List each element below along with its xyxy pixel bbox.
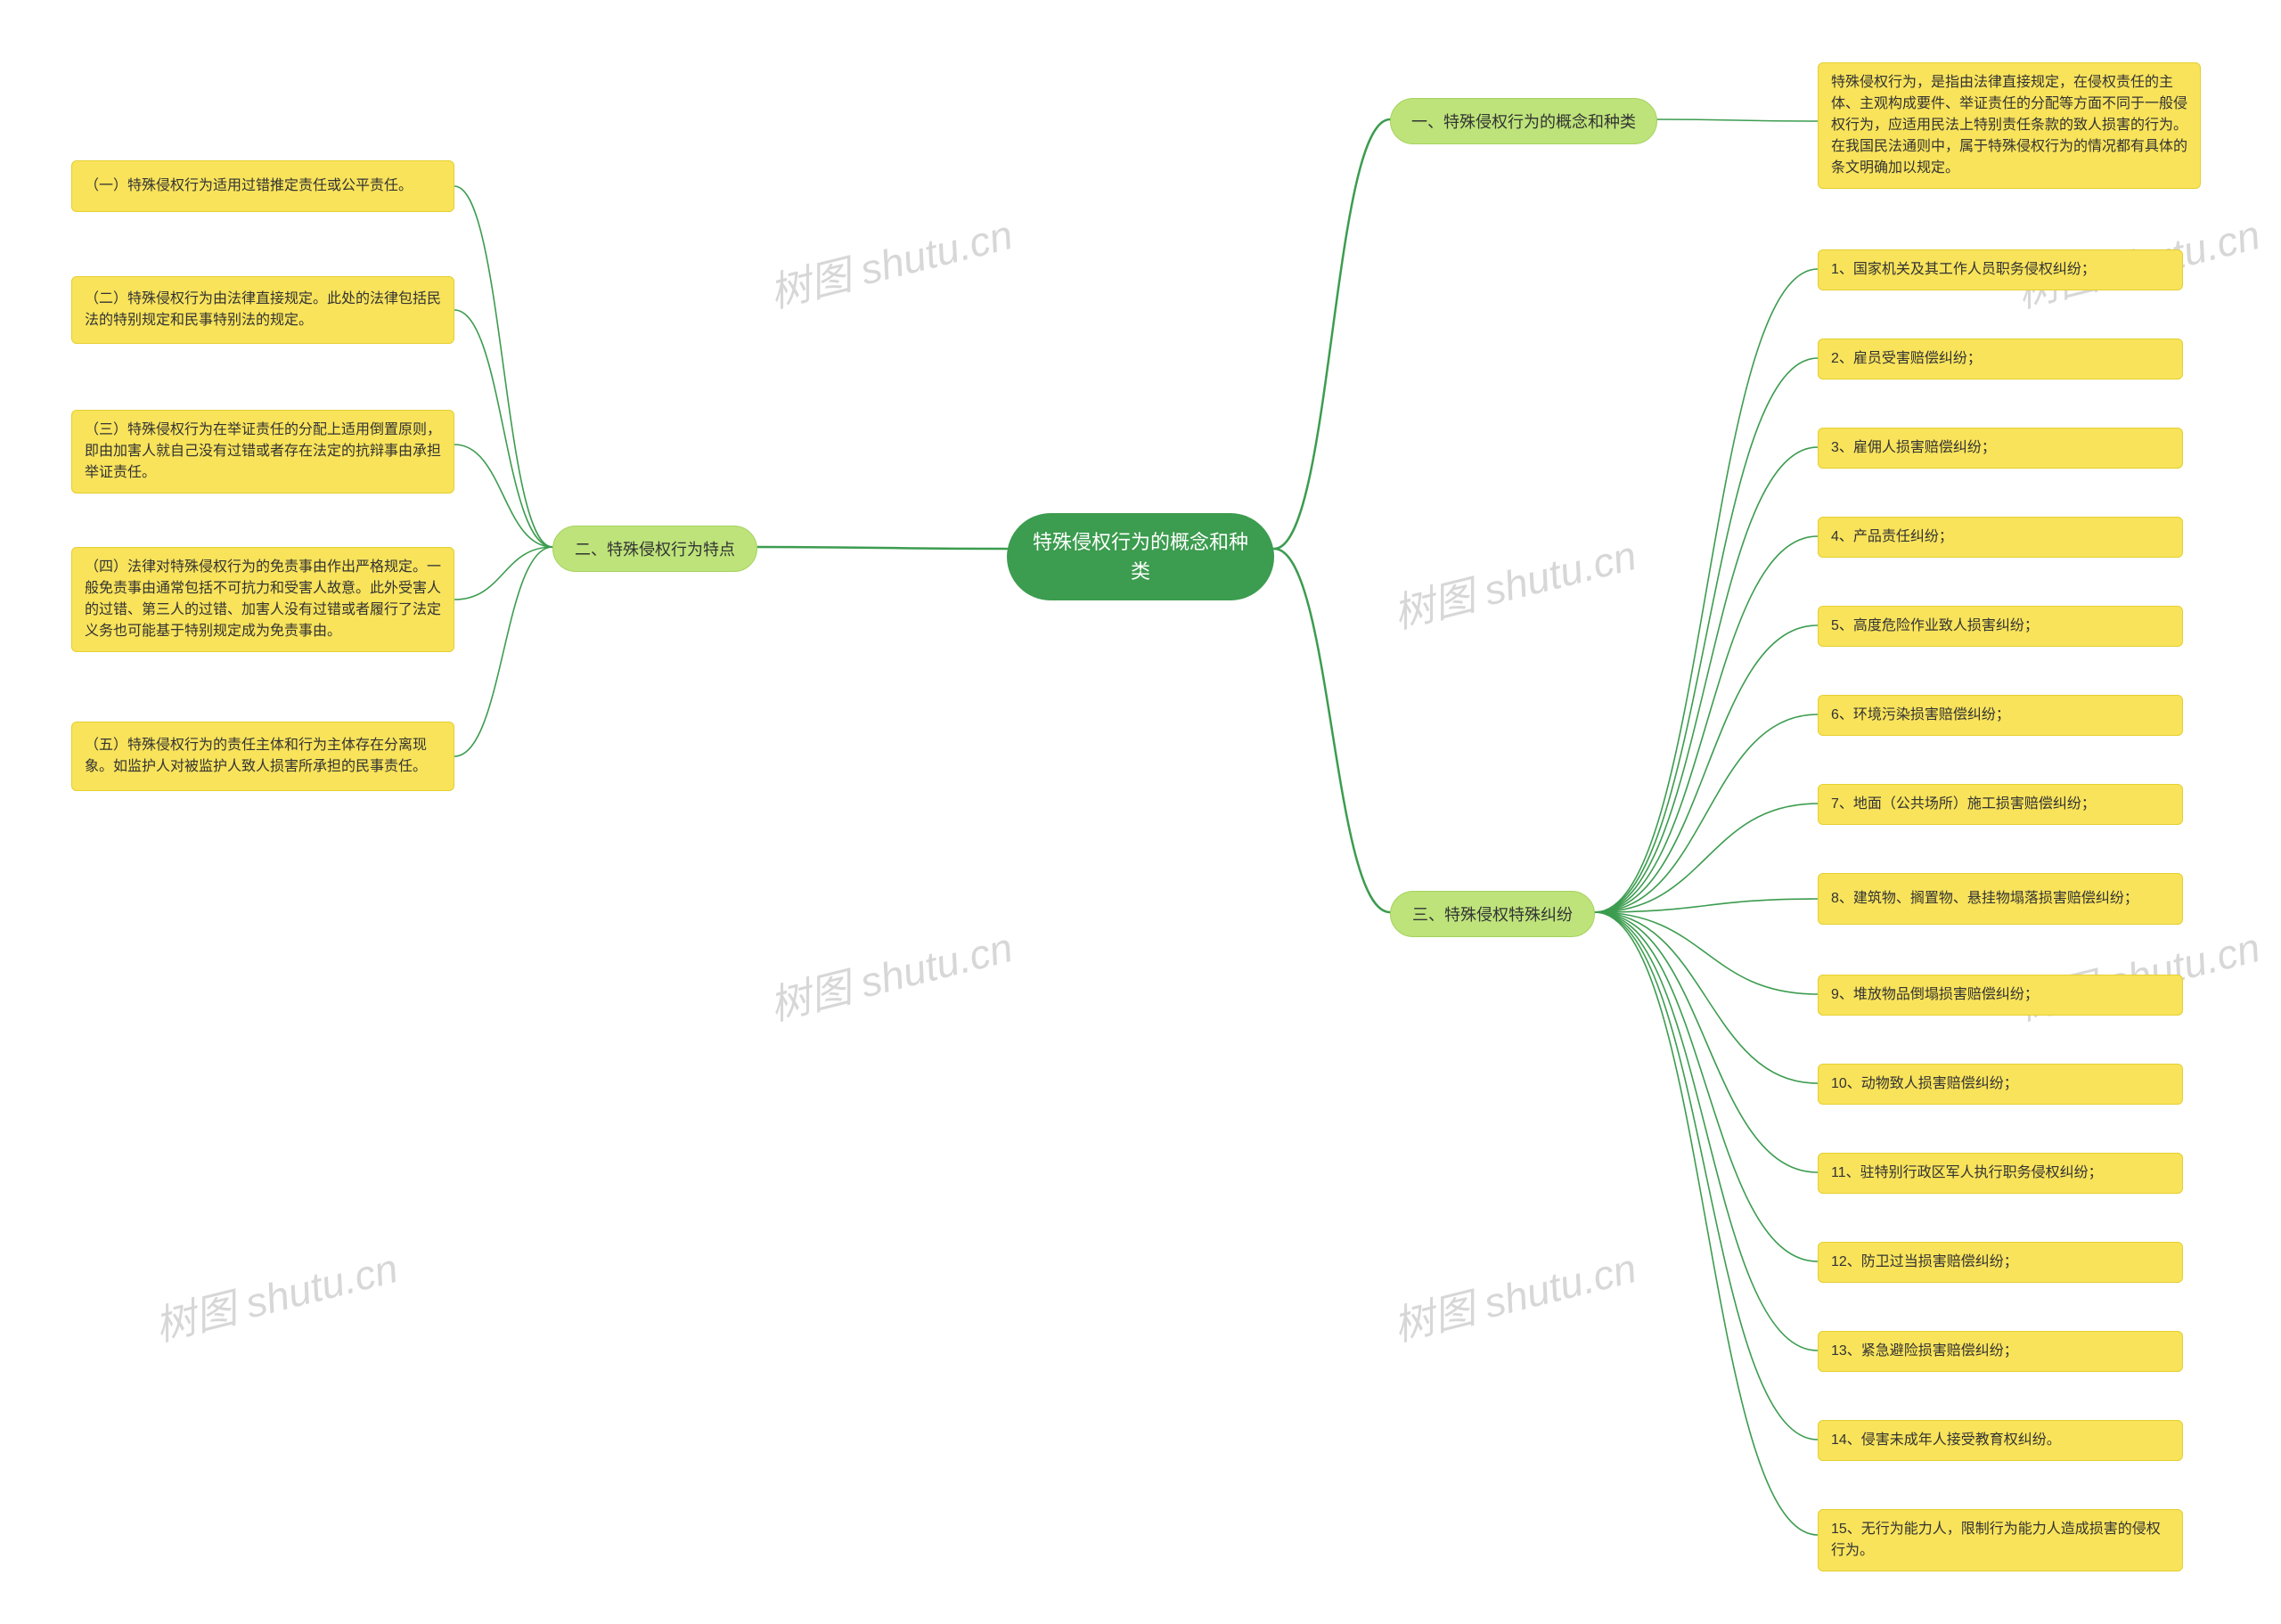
leaf-b3-7: 7、地面（公共场所）施工损害赔偿纠纷； bbox=[1818, 784, 2183, 825]
leaf-b3-10-label: 10、动物致人损害赔偿纠纷； bbox=[1831, 1073, 2018, 1095]
leaf-b3-9: 9、堆放物品倒塌损害赔偿纠纷； bbox=[1818, 975, 2183, 1016]
leaf-b3-7-label: 7、地面（公共场所）施工损害赔偿纠纷； bbox=[1831, 794, 2096, 815]
branch-node-2-label: 二、特殊侵权行为特点 bbox=[575, 537, 735, 560]
leaf-b3-5-label: 5、高度危险作业致人损害纠纷； bbox=[1831, 616, 2039, 637]
leaf-b2-2-label: （二）特殊侵权行为由法律直接规定。此处的法律包括民法的特别规定和民事特别法的规定… bbox=[85, 289, 441, 331]
leaf-b2-3-label: （三）特殊侵权行为在举证责任的分配上适用倒置原则，即由加害人就自己没有过错或者存… bbox=[85, 420, 441, 484]
leaf-b2-4: （四）法律对特殊侵权行为的免责事由作出严格规定。一般免责事由通常包括不可抗力和受… bbox=[71, 547, 454, 652]
leaf-b3-11-label: 11、驻特别行政区军人执行职务侵权纠纷； bbox=[1831, 1163, 2103, 1184]
leaf-b3-5: 5、高度危险作业致人损害纠纷； bbox=[1818, 606, 2183, 647]
leaf-b3-1-label: 1、国家机关及其工作人员职务侵权纠纷； bbox=[1831, 259, 2096, 281]
leaf-b1-1-label: 特殊侵权行为，是指由法律直接规定，在侵权责任的主体、主观构成要件、举证责任的分配… bbox=[1831, 72, 2187, 179]
leaf-b3-12-label: 12、防卫过当损害赔偿纠纷； bbox=[1831, 1252, 2018, 1273]
root-node-label: 特殊侵权行为的概念和种类 bbox=[1032, 527, 1249, 586]
branch-node-2: 二、特殊侵权行为特点 bbox=[552, 526, 757, 572]
watermark: 树图 shutu.cn bbox=[1386, 523, 1641, 640]
branch-node-3: 三、特殊侵权特殊纠纷 bbox=[1390, 891, 1595, 937]
leaf-b1-1: 特殊侵权行为，是指由法律直接规定，在侵权责任的主体、主观构成要件、举证责任的分配… bbox=[1818, 62, 2201, 189]
leaf-b3-6-label: 6、环境污染损害赔偿纠纷； bbox=[1831, 705, 2010, 726]
watermark: 树图 shutu.cn bbox=[763, 202, 1018, 319]
leaf-b3-15: 15、无行为能力人，限制行为能力人造成损害的侵权行为。 bbox=[1818, 1509, 2183, 1571]
leaf-b3-4: 4、产品责任纠纷； bbox=[1818, 517, 2183, 558]
leaf-b3-1: 1、国家机关及其工作人员职务侵权纠纷； bbox=[1818, 249, 2183, 290]
leaf-b3-4-label: 4、产品责任纠纷； bbox=[1831, 526, 1953, 548]
leaf-b3-13-label: 13、紧急避险损害赔偿纠纷； bbox=[1831, 1341, 2018, 1362]
leaf-b3-8-label: 8、建筑物、搁置物、悬挂物塌落损害赔偿纠纷； bbox=[1831, 888, 2138, 910]
root-node: 特殊侵权行为的概念和种类 bbox=[1007, 513, 1274, 600]
leaf-b3-10: 10、动物致人损害赔偿纠纷； bbox=[1818, 1064, 2183, 1105]
leaf-b3-2: 2、雇员受害赔偿纠纷； bbox=[1818, 339, 2183, 379]
watermark: 树图 shutu.cn bbox=[1386, 1236, 1641, 1352]
leaf-b2-3: （三）特殊侵权行为在举证责任的分配上适用倒置原则，即由加害人就自己没有过错或者存… bbox=[71, 410, 454, 494]
leaf-b2-1-label: （一）特殊侵权行为适用过错推定责任或公平责任。 bbox=[85, 175, 413, 197]
leaf-b3-12: 12、防卫过当损害赔偿纠纷； bbox=[1818, 1242, 2183, 1283]
leaf-b2-5: （五）特殊侵权行为的责任主体和行为主体存在分离现象。如监护人对被监护人致人损害所… bbox=[71, 722, 454, 791]
leaf-b3-6: 6、环境污染损害赔偿纠纷； bbox=[1818, 695, 2183, 736]
branch-node-1: 一、特殊侵权行为的概念和种类 bbox=[1390, 98, 1657, 144]
leaf-b3-15-label: 15、无行为能力人，限制行为能力人造成损害的侵权行为。 bbox=[1831, 1519, 2170, 1562]
leaf-b2-5-label: （五）特殊侵权行为的责任主体和行为主体存在分离现象。如监护人对被监护人致人损害所… bbox=[85, 735, 441, 778]
leaf-b2-2: （二）特殊侵权行为由法律直接规定。此处的法律包括民法的特别规定和民事特别法的规定… bbox=[71, 276, 454, 344]
leaf-b2-1: （一）特殊侵权行为适用过错推定责任或公平责任。 bbox=[71, 160, 454, 212]
branch-node-1-label: 一、特殊侵权行为的概念和种类 bbox=[1411, 110, 1636, 133]
watermark: 树图 shutu.cn bbox=[148, 1236, 403, 1352]
leaf-b3-14-label: 14、侵害未成年人接受教育权纠纷。 bbox=[1831, 1430, 2061, 1451]
branch-node-3-label: 三、特殊侵权特殊纠纷 bbox=[1412, 902, 1573, 926]
leaf-b3-3: 3、雇佣人损害赔偿纠纷； bbox=[1818, 428, 2183, 469]
leaf-b3-2-label: 2、雇员受害赔偿纠纷； bbox=[1831, 348, 1982, 370]
leaf-b3-8: 8、建筑物、搁置物、悬挂物塌落损害赔偿纠纷； bbox=[1818, 873, 2183, 925]
leaf-b3-9-label: 9、堆放物品倒塌损害赔偿纠纷； bbox=[1831, 984, 2039, 1006]
leaf-b3-13: 13、紧急避险损害赔偿纠纷； bbox=[1818, 1331, 2183, 1372]
leaf-b3-11: 11、驻特别行政区军人执行职务侵权纠纷； bbox=[1818, 1153, 2183, 1194]
leaf-b3-14: 14、侵害未成年人接受教育权纠纷。 bbox=[1818, 1420, 2183, 1461]
leaf-b3-3-label: 3、雇佣人损害赔偿纠纷； bbox=[1831, 437, 1996, 459]
watermark: 树图 shutu.cn bbox=[763, 915, 1018, 1032]
leaf-b2-4-label: （四）法律对特殊侵权行为的免责事由作出严格规定。一般免责事由通常包括不可抗力和受… bbox=[85, 557, 441, 642]
